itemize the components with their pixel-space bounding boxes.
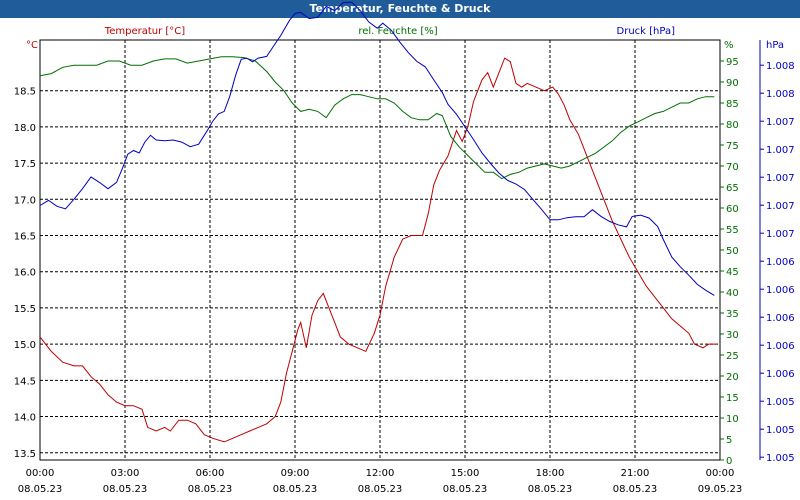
pressure-tick-label: 1.006 (766, 313, 795, 324)
pressure-tick-label: 1.007 (766, 145, 795, 156)
humidity-tick-label: 25 (726, 351, 739, 362)
x-tick-time: 06:00 (196, 468, 225, 479)
temperature-series-line (39, 57, 718, 443)
x-tick-date: 08.05.23 (443, 484, 488, 495)
pressure-series-line (39, 1, 715, 296)
x-tick-date: 08.05.23 (273, 484, 318, 495)
temperature-tick-label: 18.5 (14, 87, 36, 98)
pressure-axis-label: Druck [hPa] (617, 26, 676, 37)
humidity-tick-label: 85 (726, 99, 739, 110)
x-tick-time: 15:00 (451, 468, 480, 479)
pressure-tick-label: 1.007 (766, 229, 795, 240)
temperature-ticks: 13.5 14.0 14.5 15.0 15.5 16.0 16.5 17.0 17.5 18.0… (14, 87, 36, 460)
temperature-tick-label: 16.5 (14, 232, 36, 243)
pressure-tick-label: 1.008 (766, 89, 795, 100)
humidity-tick-label: 30 (726, 330, 739, 341)
x-tick-time: 00:00 (706, 468, 735, 479)
temperature-unit-label: °C (26, 40, 38, 51)
humidity-tick-label: 40 (726, 288, 739, 299)
pressure-tick-label: 1.007 (766, 173, 795, 184)
humidity-tick-label: 65 (726, 183, 739, 194)
pressure-ticks: 1.005 1.005 1.005 1.006 1.006 1.006 1.006 1.006… (759, 40, 795, 464)
humidity-tick-label: 70 (726, 162, 739, 173)
humidity-tick-label: 90 (726, 78, 739, 89)
humidity-tick-label: 95 (726, 57, 739, 68)
humidity-tick-label: 5 (726, 435, 732, 446)
temperature-axis-label: Temperatur [°C] (104, 26, 185, 37)
humidity-tick-label: 55 (726, 225, 739, 236)
x-tick-date: 08.05.23 (103, 484, 148, 495)
humidity-series-line (39, 56, 715, 180)
humidity-axis-label: rel. Feuchte [%] (358, 26, 437, 37)
pressure-tick-label: 1.005 (766, 425, 795, 436)
pressure-tick-label: 1.005 (766, 397, 795, 408)
x-tick-time: 18:00 (536, 468, 565, 479)
series-lines (39, 1, 718, 443)
pressure-tick-label: 1.006 (766, 285, 795, 296)
x-tick-time: 03:00 (111, 468, 140, 479)
grid (40, 40, 720, 460)
humidity-tick-label: 45 (726, 267, 739, 278)
x-tick-date: 08.05.23 (613, 484, 658, 495)
x-tick-date: 09.05.23 (698, 484, 743, 495)
pressure-tick-label: 1.008 (766, 61, 795, 72)
temperature-tick-label: 18.0 (14, 123, 36, 134)
humidity-ticks: 0 5 10 15 20 25 30 35 40 45 50 55 60 65 70 75 80 85 90 95 (720, 57, 739, 467)
humidity-tick-label: 35 (726, 309, 739, 320)
pressure-tick-label: 1.006 (766, 369, 795, 380)
pressure-tick-label: 1.006 (766, 341, 795, 352)
humidity-tick-label: 10 (726, 414, 739, 425)
humidity-tick-label: 50 (726, 246, 739, 257)
pressure-unit-label: hPa (766, 40, 784, 51)
temperature-tick-label: 16.0 (14, 268, 36, 279)
humidity-tick-label: 75 (726, 141, 739, 152)
temperature-tick-label: 17.0 (14, 195, 36, 206)
x-tick-time: 21:00 (621, 468, 650, 479)
temperature-tick-label: 14.5 (14, 376, 36, 387)
x-tick-date: 08.05.23 (18, 484, 63, 495)
temperature-tick-label: 14.0 (14, 413, 36, 424)
x-tick-time: 09:00 (281, 468, 310, 479)
humidity-tick-label: 80 (726, 120, 739, 131)
x-tick-time: 12:00 (366, 468, 395, 479)
pressure-tick-label: 1.006 (766, 257, 795, 268)
temperature-tick-label: 15.5 (14, 304, 36, 315)
humidity-tick-label: 15 (726, 393, 739, 404)
temperature-tick-label: 15.0 (14, 340, 36, 351)
pressure-tick-label: 1.007 (766, 117, 795, 128)
temperature-tick-label: 13.5 (14, 449, 36, 460)
temperature-tick-label: 17.5 (14, 159, 36, 170)
x-tick-date: 08.05.23 (528, 484, 573, 495)
x-tick-time: 00:00 (26, 468, 55, 479)
x-ticks: 00:00 08.05.23 03:00 08.05.23 06:00 08.05.23 0… (18, 468, 743, 495)
humidity-tick-label: 60 (726, 204, 739, 215)
x-tick-date: 08.05.23 (188, 484, 233, 495)
humidity-unit-label: % (724, 40, 734, 51)
x-tick-date: 08.05.23 (358, 484, 403, 495)
pressure-tick-label: 1.007 (766, 201, 795, 212)
pressure-tick-label: 1.005 (766, 453, 795, 464)
humidity-tick-label: 20 (726, 372, 739, 383)
humidity-tick-label: 0 (726, 456, 732, 467)
